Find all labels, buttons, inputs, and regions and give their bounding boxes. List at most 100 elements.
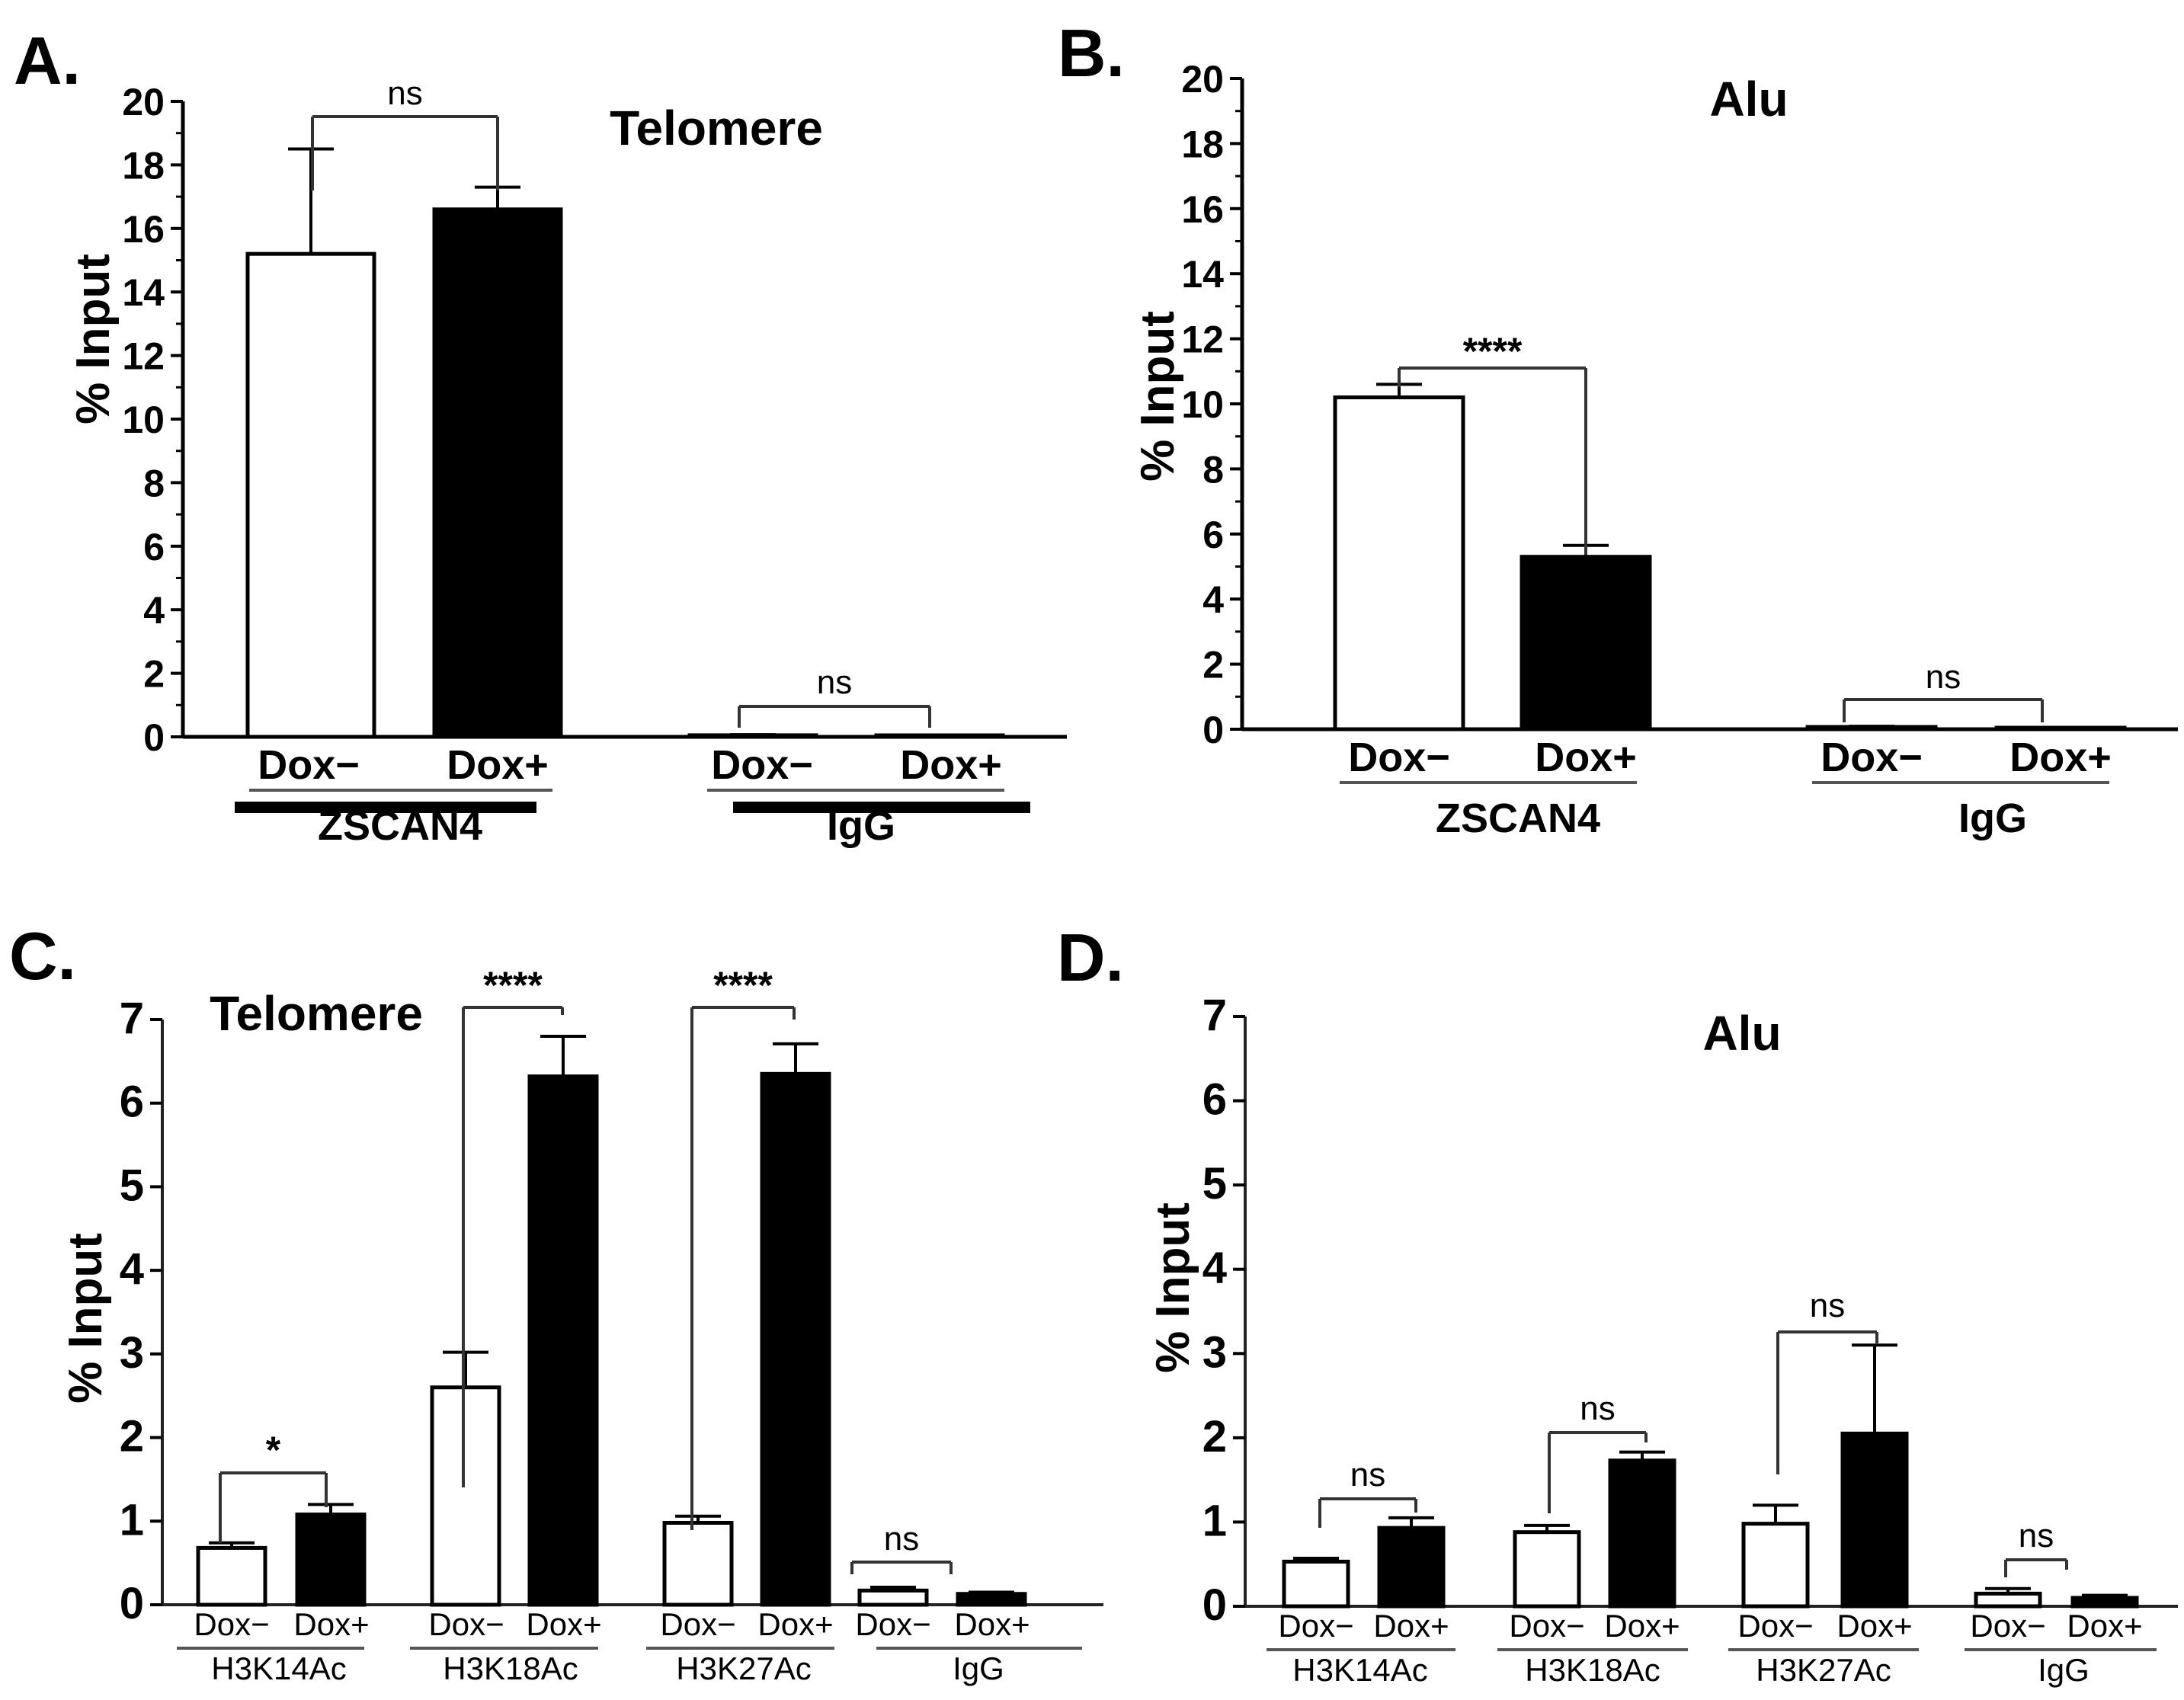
x-tick-label: Dox−: [1970, 1608, 2045, 1644]
bar-h3k18ac-dox-plus: [527, 1074, 599, 1607]
y-tick-label: 20: [1181, 58, 1224, 101]
bar-igg-dox-minus: [1974, 1591, 2042, 1609]
y-tick-label: 0: [120, 1579, 144, 1628]
y-tick-label: 0: [143, 716, 165, 759]
chart-title: Alu: [1702, 1006, 1781, 1061]
group-strip: [733, 802, 1030, 813]
group-label: H3K18Ac: [443, 1650, 578, 1686]
group-label: H3K27Ac: [1756, 1652, 1891, 1688]
bar-igg-dox-minus: [687, 733, 818, 739]
y-tick-label: 7: [120, 994, 144, 1043]
panel-label: D.: [1057, 920, 1124, 995]
y-tick-label: 2: [120, 1412, 144, 1461]
significance-label: ****: [1463, 330, 1523, 373]
x-tick-label: Dox+: [1535, 735, 1637, 780]
group-label: IgG: [2038, 1652, 2090, 1688]
y-tick-label: 12: [122, 335, 165, 378]
y-tick-label: 10: [1181, 383, 1224, 426]
y-tick-label: 8: [143, 462, 165, 504]
bar-zscan4-dox-minus: [245, 251, 376, 739]
x-tick-label: Dox+: [526, 1606, 601, 1642]
group-label: H3K18Ac: [1525, 1652, 1660, 1688]
bar-zscan4-dox-minus: [1333, 395, 1465, 732]
bar-igg-dox-plus: [2070, 1596, 2139, 1609]
x-tick-label: Dox+: [1373, 1608, 1449, 1644]
bar-igg-dox-plus: [1994, 725, 2127, 732]
x-tick-label: Dox−: [1348, 735, 1450, 780]
y-tick-label: 6: [1202, 514, 1224, 556]
y-tick-label: 10: [122, 399, 165, 441]
y-tick-label: 16: [1181, 188, 1224, 231]
x-tick-label: Dox−: [660, 1606, 735, 1642]
y-tick-label: 18: [122, 144, 165, 187]
y-tick-label: 4: [1202, 578, 1224, 621]
bar-h3k18ac-dox-plus: [1608, 1458, 1676, 1609]
x-tick-label: Dox−: [194, 1606, 269, 1642]
significance-label: ns: [884, 1520, 919, 1558]
y-tick-label: 3: [120, 1328, 144, 1378]
y-tick-label: 1: [120, 1495, 144, 1545]
significance-label: ns: [1350, 1456, 1385, 1494]
bar-h3k14ac-dox-minus: [196, 1545, 267, 1607]
x-tick-label: Dox+: [1604, 1608, 1680, 1644]
x-tick-label: Dox+: [447, 742, 549, 788]
y-axis-label: % Input: [1132, 311, 1184, 482]
y-tick-label: 6: [143, 526, 165, 568]
y-tick-label: 5: [1202, 1159, 1227, 1209]
y-tick-label: 2: [1202, 644, 1224, 687]
y-tick-label: 8: [1202, 448, 1224, 491]
y-axis-label: % Input: [1147, 1202, 1199, 1373]
panel-d: D. Alu % Input 0 1 2 3 4 5 6 7 Dox− Dox+ H3K14Ac ns Dox…: [1057, 920, 2178, 1688]
bar-h3k27ac-dox-minus: [662, 1520, 734, 1607]
y-tick-label: 12: [1181, 319, 1224, 361]
significance-label: ****: [713, 964, 773, 1007]
y-tick-label: 20: [122, 81, 165, 123]
y-tick-label: 0: [1202, 1580, 1227, 1630]
x-tick-label: Dox−: [711, 742, 813, 788]
y-tick-label: 3: [1202, 1327, 1227, 1377]
bar-h3k14ac-dox-plus: [295, 1513, 367, 1607]
bar-igg-dox-plus: [956, 1592, 1027, 1607]
x-tick-label: Dox−: [258, 742, 360, 788]
panel-label: A.: [14, 23, 81, 98]
y-tick-label: 6: [1202, 1075, 1227, 1125]
bar-h3k14ac-dox-plus: [1377, 1526, 1446, 1609]
x-tick-label: Dox−: [855, 1606, 930, 1642]
bar-igg-dox-minus: [1805, 725, 1938, 732]
significance-label: ns: [1926, 658, 1961, 696]
significance-label: ns: [1580, 1390, 1615, 1427]
y-tick-label: 4: [143, 589, 165, 632]
y-tick-label: 6: [120, 1077, 144, 1127]
panel-b: B. Alu % Input 0 2 4 6 8 10 12 14 16 18 20 Dox− Dox+ ZSC…: [1058, 15, 2178, 841]
x-tick-label: Dox−: [1737, 1608, 1813, 1644]
significance-label: *: [266, 1429, 281, 1471]
x-tick-label: Dox−: [1821, 735, 1923, 780]
y-tick-label: 16: [122, 208, 165, 251]
panel-a: A. Telomere % Input 0 2 4 6 8 10 12 14 16 18 20 Dox− Do…: [14, 23, 1067, 849]
group-label: IgG: [953, 1650, 1004, 1686]
y-tick-label: 14: [1181, 253, 1224, 296]
y-tick-label: 14: [122, 271, 165, 314]
x-tick-label: Dox+: [293, 1606, 369, 1642]
y-tick-label: 2: [143, 653, 165, 696]
group-label: H3K27Ac: [676, 1650, 811, 1686]
group-label: H3K14Ac: [211, 1650, 346, 1686]
x-tick-label: Dox−: [428, 1606, 504, 1642]
bar-h3k27ac-dox-minus: [1741, 1522, 1810, 1609]
bar-h3k27ac-dox-plus: [760, 1071, 831, 1607]
x-tick-label: Dox+: [900, 742, 1002, 788]
y-tick-label: 4: [120, 1244, 144, 1294]
y-tick-label: 0: [1202, 709, 1224, 751]
significance-label: ****: [483, 964, 543, 1007]
x-tick-label: Dox+: [2067, 1608, 2142, 1644]
group-label: H3K14Ac: [1292, 1652, 1427, 1688]
x-tick-label: Dox+: [2009, 735, 2112, 780]
x-tick-label: Dox−: [1509, 1608, 1584, 1644]
bar-zscan4-dox-plus: [432, 207, 563, 739]
y-tick-label: 2: [1202, 1412, 1227, 1461]
panel-c: C. Telomere % Input 0 1 2 3 4 5 6 7 Dox− Dox+ H3K14Ac…: [9, 918, 1103, 1686]
x-tick-label: Dox−: [1278, 1608, 1353, 1644]
chart-title: Telomere: [610, 101, 823, 155]
